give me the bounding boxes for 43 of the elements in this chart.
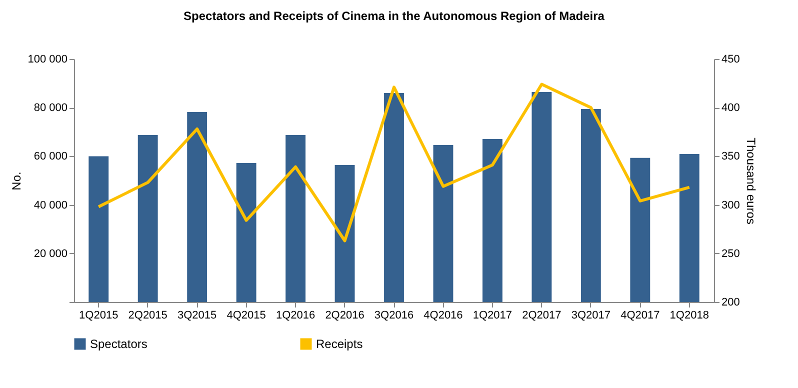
y-tick-label: 60 000 xyxy=(34,150,68,163)
x-tick-label: 3Q2015 xyxy=(178,310,217,322)
x-tick-label: 3Q2017 xyxy=(571,310,610,322)
y-tick-label: 20 000 xyxy=(34,248,68,260)
line-series xyxy=(97,82,691,242)
x-tick-label: 3Q2016 xyxy=(374,310,414,322)
bar xyxy=(384,93,404,302)
bar xyxy=(482,138,502,302)
y-axis-title: No. xyxy=(10,172,24,190)
bar xyxy=(138,135,158,302)
x-tick-label: 1Q2015 xyxy=(79,310,118,322)
x-tick-label: 4Q2015 xyxy=(226,310,266,322)
bar xyxy=(679,154,700,302)
bar xyxy=(334,164,355,302)
x-tick-label: 4Q2017 xyxy=(620,310,660,322)
bar xyxy=(532,92,552,302)
bar xyxy=(236,163,256,302)
legend-label: Spectators xyxy=(90,337,148,351)
y2-tick-label: 200 xyxy=(722,296,740,308)
bar xyxy=(630,158,650,302)
legend-label: Receipts xyxy=(316,337,363,351)
y2-tick-label: 350 xyxy=(722,150,740,163)
y2-tick-label: 400 xyxy=(722,102,740,114)
bar xyxy=(433,145,454,302)
y-tick-label: 100 000 xyxy=(28,54,68,66)
y2-tick-label: 450 xyxy=(722,54,740,66)
x-tick-label: 1Q2017 xyxy=(472,310,512,322)
y-tick-label: 80 000 xyxy=(34,102,68,114)
bar xyxy=(88,156,109,302)
x-tick-label: 4Q2016 xyxy=(424,310,463,322)
x-tick-label: 2Q2017 xyxy=(522,310,562,322)
bar xyxy=(580,109,601,302)
x-tick-label: 2Q2015 xyxy=(128,310,168,322)
y-tick-label: 40 000 xyxy=(34,199,68,212)
chart-title: Spectators and Receipts of Cinema in the Autonomous Region of Madeira xyxy=(184,9,605,23)
y2-tick-label: 300 xyxy=(722,199,740,212)
bar xyxy=(286,135,306,302)
y2-tick-label: 250 xyxy=(722,248,740,260)
x-tick-label: 2Q2016 xyxy=(325,310,364,322)
x-tick-label: 1Q2016 xyxy=(276,310,316,322)
y2-axis-title: Thousand euros xyxy=(744,138,758,224)
bar xyxy=(187,112,208,302)
x-tick-label: 1Q2018 xyxy=(670,310,709,322)
